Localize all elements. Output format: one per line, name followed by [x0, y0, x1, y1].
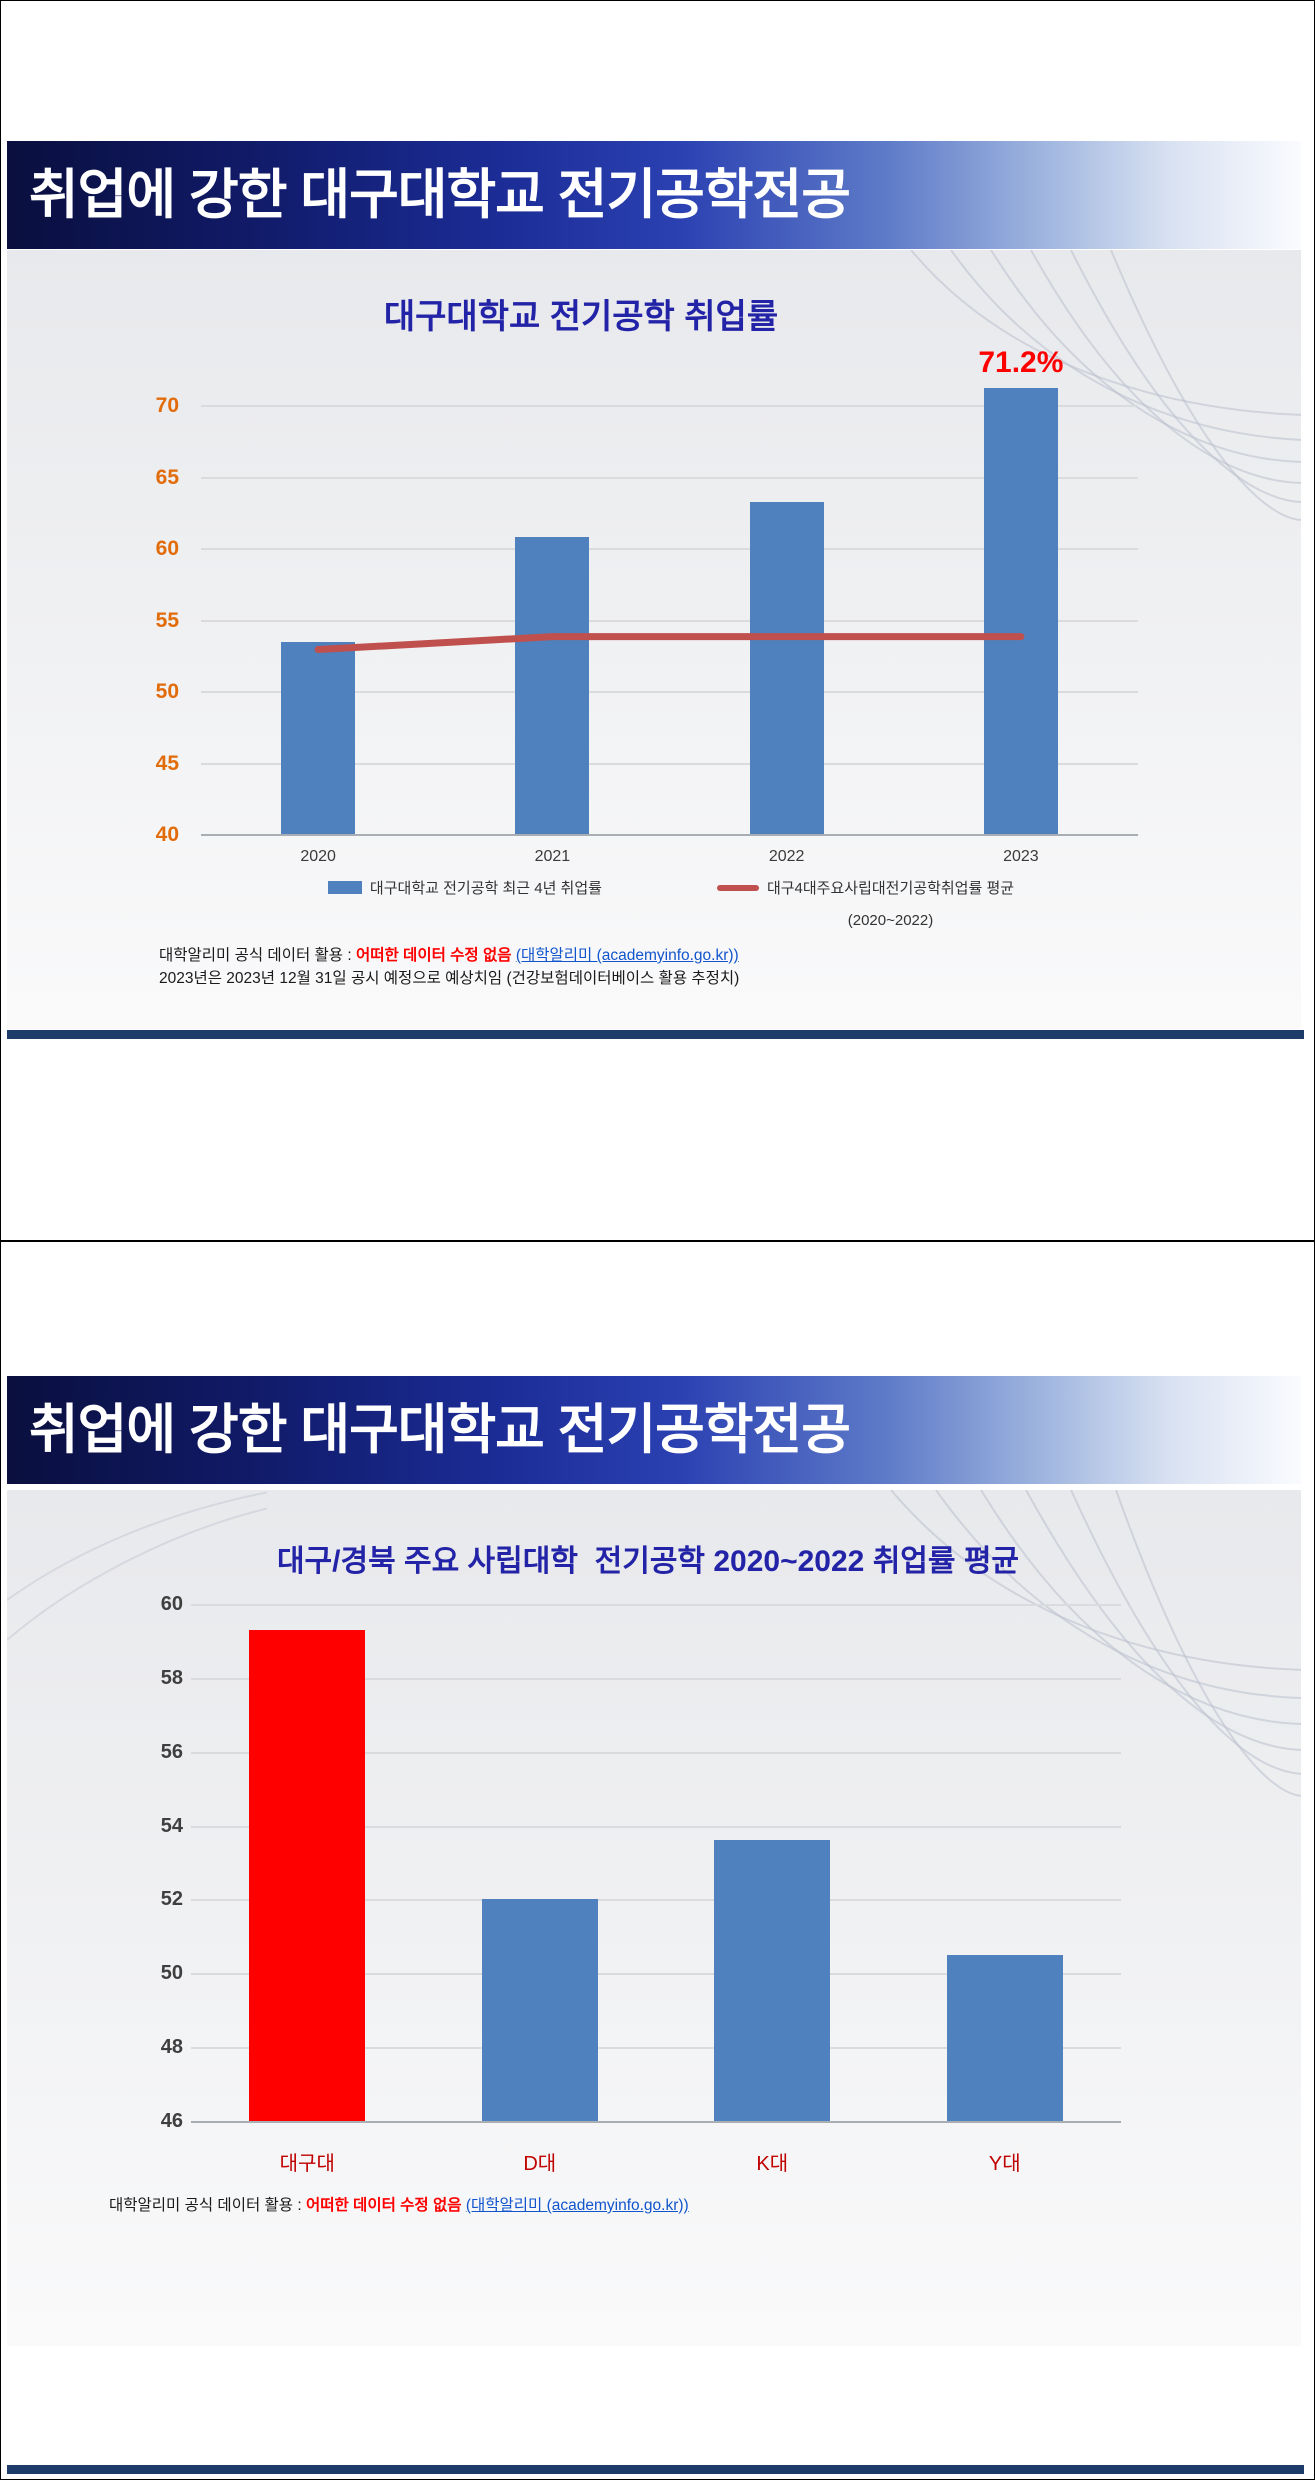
slide-header-title: 취업에 강한 대구대학교 전기공학전공: [29, 165, 851, 225]
bottom-divider-bar: [7, 2465, 1304, 2474]
gridline-48: [191, 2047, 1121, 2050]
y-axis-tick-label: 54: [160, 1814, 183, 1837]
x-axis-label-2020: 2020: [300, 848, 336, 865]
footnote-line-1: 대학알리미 공식 데이터 활용 : 어떠한 데이터 수정 없음 (대학알리미 (…: [109, 2194, 689, 2217]
slide-header-title: 취업에 강한 대구대학교 전기공학전공: [29, 1400, 851, 1460]
legend-bar-label: 대구대학교 전기공학 최근 4년 취업률: [369, 880, 602, 897]
legend-item-bar: 대구대학교 전기공학 최근 4년 취업률: [327, 877, 602, 898]
bar-2021: [515, 536, 590, 834]
y-axis-tick-label: 45: [155, 751, 179, 775]
bar-2022: [749, 502, 824, 834]
x-axis-label-대구대: 대구대: [279, 2153, 335, 2176]
y-axis-tick-label: 60: [160, 1593, 183, 1615]
footnote-prefix: 대학알리미 공식 데이터 활용 :: [159, 947, 356, 964]
footnote-prefix: 대학알리미 공식 데이터 활용 :: [109, 2197, 306, 2214]
y-axis-tick-label: 55: [155, 608, 179, 632]
x-axis-label-2022: 2022: [768, 848, 805, 865]
y-axis-tick-label: 52: [160, 1888, 183, 1911]
slide-header-banner: 취업에 강한 대구대학교 전기공학전공: [7, 141, 1301, 249]
academyinfo-link[interactable]: (대학알리미 (academyinfo.go.kr)): [515, 947, 739, 964]
bar-2020: [281, 642, 356, 834]
slide-body: [7, 1490, 1301, 2346]
slide-page-1: 취업에 강한 대구대학교 전기공학전공 대구대학교 전기공학 취업률 70 65 6…: [0, 0, 1315, 1241]
legend-line-swatch: [716, 884, 759, 891]
legend-line-sublabel: (2020~2022): [847, 912, 934, 929]
university-comparison-chart: 60 58 56 54 52 50 48 46 대구대 D대 K대 Y대: [61, 1593, 1291, 2196]
y-axis-tick-label: 50: [160, 1962, 183, 1985]
y-axis-tick-label: 46: [160, 2110, 183, 2133]
academyinfo-link[interactable]: (대학알리미 (academyinfo.go.kr)): [465, 2197, 689, 2214]
x-axis-label-2021: 2021: [534, 848, 571, 865]
gridline-60: [201, 548, 1138, 550]
footnote-line-1: 대학알리미 공식 데이터 활용 : 어떠한 데이터 수정 없음 (대학알리미 (…: [159, 944, 739, 967]
plot-area: 60 58 56 54 52 50 48 46 대구대 D대 K대 Y대: [161, 1593, 1121, 2175]
gridline-54: [191, 1825, 1121, 1828]
y-axis-tick-label: 70: [155, 394, 179, 417]
employment-rate-trend-chart: 70 65 60 55 50 45 40 2020 2021 2022 2023 71.2%: [91, 346, 1151, 917]
slide-header-banner: 취업에 강한 대구대학교 전기공학전공: [7, 1376, 1301, 1484]
y-axis-tick-label: 50: [155, 680, 179, 703]
gridline-56: [191, 1751, 1121, 1754]
x-axis-label-D대: D대: [523, 2153, 557, 2176]
gridline-70: [201, 405, 1138, 407]
bar-2023: [983, 387, 1058, 834]
y-axis-tick-label: 58: [160, 1666, 183, 1689]
y-axis-tick-label: 48: [160, 2036, 183, 2059]
gridline-60: [191, 1604, 1121, 1606]
y-axis-tick-label: 65: [155, 465, 179, 489]
y-axis-tick-label: 56: [160, 1740, 183, 1763]
x-axis-label-2023: 2023: [1003, 848, 1039, 865]
chart-title: 대구대학교 전기공학 취업률: [383, 298, 779, 336]
plot-area: 70 65 60 55 50 45 40 2020 2021 2022 2023 71.2%: [156, 346, 1138, 865]
average-line-series: [314, 633, 1025, 654]
chart-title: 대구/경북 주요 사립대학 전기공학 2020~2022 취업률 평균: [276, 1545, 1020, 1578]
y-axis-tick-label: 60: [155, 537, 179, 560]
footnote-highlight: 어떠한 데이터 수정 없음: [305, 2197, 462, 2214]
x-axis-label-Y대: Y대: [988, 2153, 1021, 2176]
y-axis-tick-label: 40: [155, 823, 179, 846]
bar-대구대: [249, 1629, 366, 2121]
footnote-line-2: 2023년은 2023년 12월 31일 공시 예정으로 예상치임 (건강보험데…: [159, 970, 740, 987]
chart-legend: 대구대학교 전기공학 최근 4년 취업률 대구4대주요사립대전기공학취업률 평균…: [231, 877, 1111, 929]
slide-page-2: 취업에 강한 대구대학교 전기공학전공 대구/경북 주요 사립대학 전기공학 2…: [0, 1241, 1315, 2480]
footnote-highlight: 어떠한 데이터 수정 없음: [355, 947, 512, 964]
bar-K대: [714, 1840, 831, 2121]
bar-D대: [481, 1899, 598, 2122]
legend-bar-swatch: [327, 881, 362, 894]
gridline-50: [191, 1973, 1121, 1976]
legend-item-line: 대구4대주요사립대전기공학취업률 평균 (2020~2022): [716, 877, 1015, 929]
bar-value-label: 71.2%: [978, 345, 1064, 379]
gridline-50: [201, 691, 1138, 693]
gridline-40: [201, 834, 1138, 836]
x-axis-label-K대: K대: [756, 2153, 789, 2176]
gridline-46: [191, 2121, 1121, 2124]
bar-Y대: [946, 1954, 1063, 2121]
bottom-divider-bar: [7, 1030, 1304, 1039]
data-source-footnote: 대학알리미 공식 데이터 활용 : 어떠한 데이터 수정 없음 (대학알리미 (…: [159, 944, 739, 990]
gridline-58: [191, 1677, 1121, 1680]
gridline-52: [191, 1899, 1121, 1902]
gridline-55: [201, 619, 1138, 622]
gridline-65: [201, 476, 1138, 479]
gridline-45: [201, 762, 1138, 765]
data-source-footnote: 대학알리미 공식 데이터 활용 : 어떠한 데이터 수정 없음 (대학알리미 (…: [109, 2194, 689, 2217]
legend-line-label: 대구4대주요사립대전기공학취업률 평균: [766, 880, 1015, 897]
